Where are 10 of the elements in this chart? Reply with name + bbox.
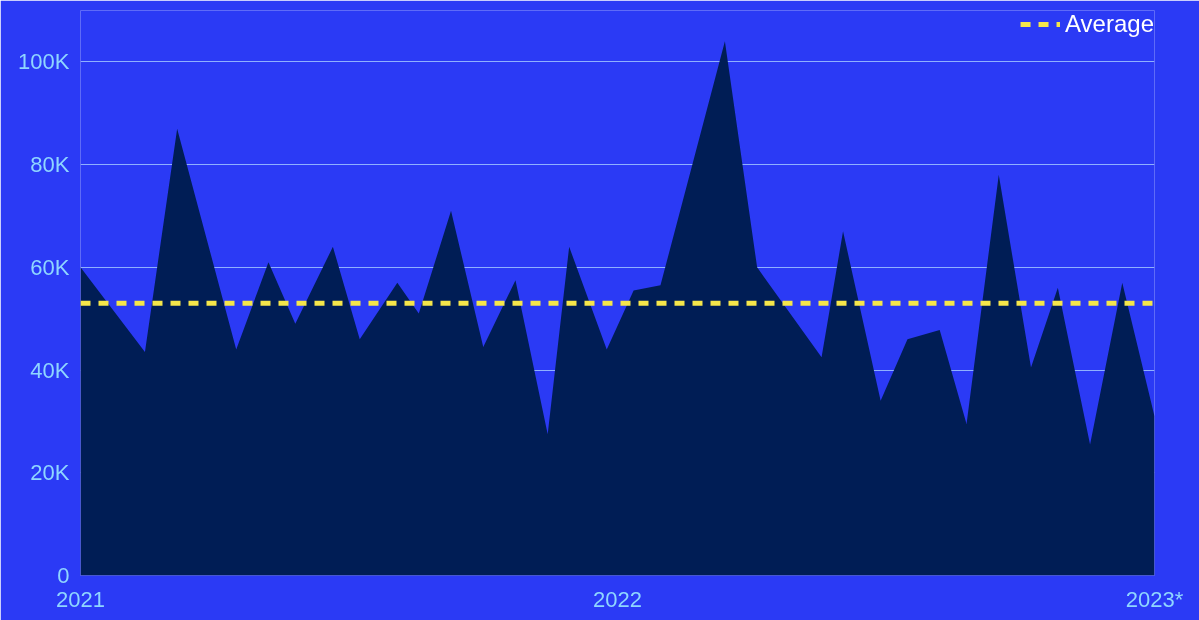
y-tick-label: 80K [30, 152, 70, 178]
x-tick-label: 2021 [56, 586, 105, 612]
y-tick-label: 60K [30, 254, 70, 280]
x-tick-label: 2023* [1125, 586, 1184, 612]
legend-label: Average [1065, 10, 1154, 38]
x-tick-label: 2022 [593, 586, 642, 612]
y-tick-label: 100K [18, 49, 70, 75]
y-tick-label: 20K [30, 460, 70, 486]
y-tick-label: 40K [30, 357, 70, 383]
y-tick-label: 0 [57, 563, 70, 588]
